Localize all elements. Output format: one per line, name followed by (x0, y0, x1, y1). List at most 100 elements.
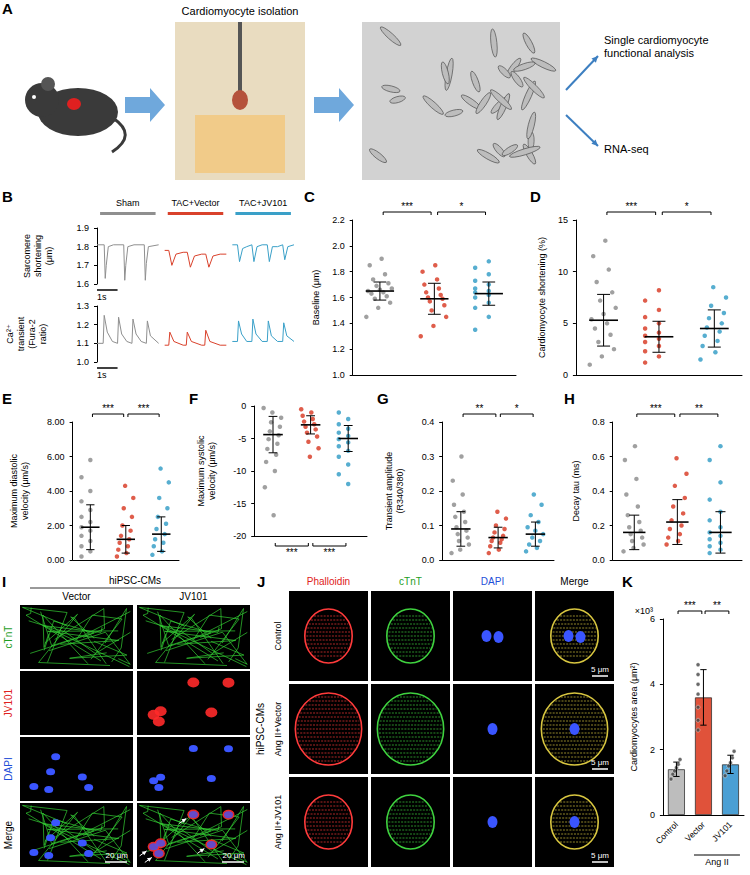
svg-text:Sham: Sham (116, 198, 140, 208)
svg-text:***: *** (138, 403, 150, 414)
svg-text:RNA-seq: RNA-seq (604, 143, 649, 155)
svg-text:hiPSC-CMs: hiPSC-CMs (255, 703, 266, 755)
svg-text:Single cardiomyocytefunctional: Single cardiomyocytefunctional analysis (604, 34, 709, 59)
svg-text:1.8: 1.8 (76, 242, 89, 252)
svg-text:1.2: 1.2 (332, 344, 345, 354)
svg-text:Control: Control (273, 621, 283, 650)
svg-text:(Fura-2: (Fura-2 (27, 319, 37, 349)
svg-text:0.6: 0.6 (592, 452, 605, 462)
svg-text:8.00: 8.00 (47, 417, 65, 427)
svg-text:***: *** (650, 403, 662, 414)
svg-text:TAC+JV101: TAC+JV101 (239, 198, 287, 208)
svg-text:15: 15 (558, 215, 568, 225)
svg-text:velocity (μm/s): velocity (μm/s) (20, 462, 30, 520)
svg-text:**: ** (713, 600, 721, 611)
svg-text:0.2: 0.2 (592, 521, 605, 531)
svg-text:Transient amplitude: Transient amplitude (384, 452, 394, 531)
svg-text:*: * (460, 201, 464, 212)
svg-text:0: 0 (241, 401, 246, 411)
svg-text:1.3: 1.3 (76, 301, 89, 311)
svg-text:Merge: Merge (560, 576, 589, 587)
svg-text:1.9: 1.9 (76, 223, 89, 233)
svg-text:Cardiomyocyte isolation: Cardiomyocyte isolation (182, 5, 299, 17)
svg-text:ratio): ratio) (38, 324, 48, 345)
svg-text:1.0: 1.0 (76, 357, 89, 367)
svg-text:Vector: Vector (683, 819, 707, 843)
svg-text:-10: -10 (233, 466, 246, 476)
svg-text:0.0: 0.0 (422, 555, 435, 565)
svg-text:5 μm: 5 μm (591, 665, 609, 674)
svg-text:transient: transient (16, 316, 26, 351)
svg-text:5 μm: 5 μm (591, 758, 609, 767)
svg-text:Decay tau (ms): Decay tau (ms) (571, 460, 581, 521)
svg-text:***: *** (684, 600, 696, 611)
svg-text:Phalloidin: Phalloidin (307, 576, 350, 587)
svg-text:cTnT: cTnT (3, 626, 14, 649)
svg-text:5 μm: 5 μm (591, 851, 609, 860)
svg-text:10: 10 (558, 267, 568, 277)
svg-text:4: 4 (650, 679, 655, 689)
svg-text:***: *** (324, 547, 336, 558)
svg-text:***: *** (401, 201, 413, 212)
svg-text:2: 2 (650, 745, 655, 755)
svg-text:4.00: 4.00 (47, 486, 65, 496)
svg-text:hiPSC-CMs: hiPSC-CMs (109, 575, 161, 586)
svg-text:Maximum diastolic: Maximum diastolic (9, 453, 19, 528)
svg-text:1s: 1s (97, 370, 107, 380)
svg-text:0: 0 (650, 810, 655, 820)
svg-text:**: ** (695, 403, 703, 414)
svg-text:Ca²⁺: Ca²⁺ (5, 324, 15, 344)
svg-text:Cardiomyocyte shortening (%): Cardiomyocyte shortening (%) (537, 237, 547, 358)
svg-text:0.1: 0.1 (422, 521, 435, 531)
svg-text:1.1: 1.1 (76, 338, 89, 348)
svg-text:shortening: shortening (33, 235, 43, 277)
svg-text:JV101: JV101 (710, 819, 734, 843)
svg-text:cTnT: cTnT (399, 576, 422, 587)
svg-text:Merge: Merge (3, 820, 14, 849)
svg-text:1.7: 1.7 (76, 260, 89, 270)
svg-text:1.0: 1.0 (332, 370, 345, 380)
svg-text:2.00: 2.00 (47, 521, 65, 531)
svg-text:Cardiomyocytes area (μm²): Cardiomyocytes area (μm²) (629, 662, 639, 771)
svg-text:Ang II+JV101: Ang II+JV101 (273, 795, 283, 849)
svg-text:0: 0 (563, 370, 568, 380)
svg-text:DAPI: DAPI (481, 576, 504, 587)
svg-text:Sarcomere: Sarcomere (22, 234, 32, 278)
svg-text:*: * (685, 201, 689, 212)
svg-text:0.00: 0.00 (47, 555, 65, 565)
svg-text:**: ** (476, 403, 484, 414)
svg-text:2.2: 2.2 (332, 215, 345, 225)
svg-text:velocity (μm/s): velocity (μm/s) (207, 442, 217, 500)
svg-text:TAC+Vector: TAC+Vector (171, 198, 219, 208)
svg-text:1.4: 1.4 (332, 318, 345, 328)
svg-text:Maximum systolic: Maximum systolic (196, 435, 206, 507)
svg-text:1.8: 1.8 (332, 267, 345, 277)
svg-text:0.2: 0.2 (422, 486, 435, 496)
svg-text:5: 5 (563, 318, 568, 328)
svg-text:Ang II+Vector: Ang II+Vector (273, 702, 283, 756)
svg-text:JV101: JV101 (179, 591, 208, 602)
svg-text:0.4: 0.4 (592, 486, 605, 496)
svg-text:DAPI: DAPI (3, 757, 14, 780)
svg-text:0.3: 0.3 (422, 452, 435, 462)
svg-text:JV101: JV101 (3, 688, 14, 717)
svg-text:(μm): (μm) (44, 247, 54, 266)
svg-text:Ang II: Ang II (705, 857, 729, 867)
svg-text:-5: -5 (238, 434, 246, 444)
svg-text:1.2: 1.2 (76, 320, 89, 330)
svg-text:2.0: 2.0 (332, 241, 345, 251)
svg-text:6.00: 6.00 (47, 452, 65, 462)
svg-text:20 μm: 20 μm (106, 851, 129, 860)
svg-text:20 μm: 20 μm (223, 851, 246, 860)
svg-text:1.6: 1.6 (332, 293, 345, 303)
svg-text:***: *** (102, 403, 114, 414)
svg-text:Vector: Vector (62, 591, 91, 602)
svg-text:(R340/380): (R340/380) (395, 468, 405, 513)
svg-text:0.8: 0.8 (592, 417, 605, 427)
svg-text:0.4: 0.4 (422, 417, 435, 427)
svg-text:1s: 1s (97, 292, 107, 302)
svg-text:0.0: 0.0 (592, 555, 605, 565)
svg-text:***: *** (625, 201, 637, 212)
svg-text:Control: Control (654, 819, 680, 845)
svg-text:Baseline (μm): Baseline (μm) (311, 270, 321, 326)
